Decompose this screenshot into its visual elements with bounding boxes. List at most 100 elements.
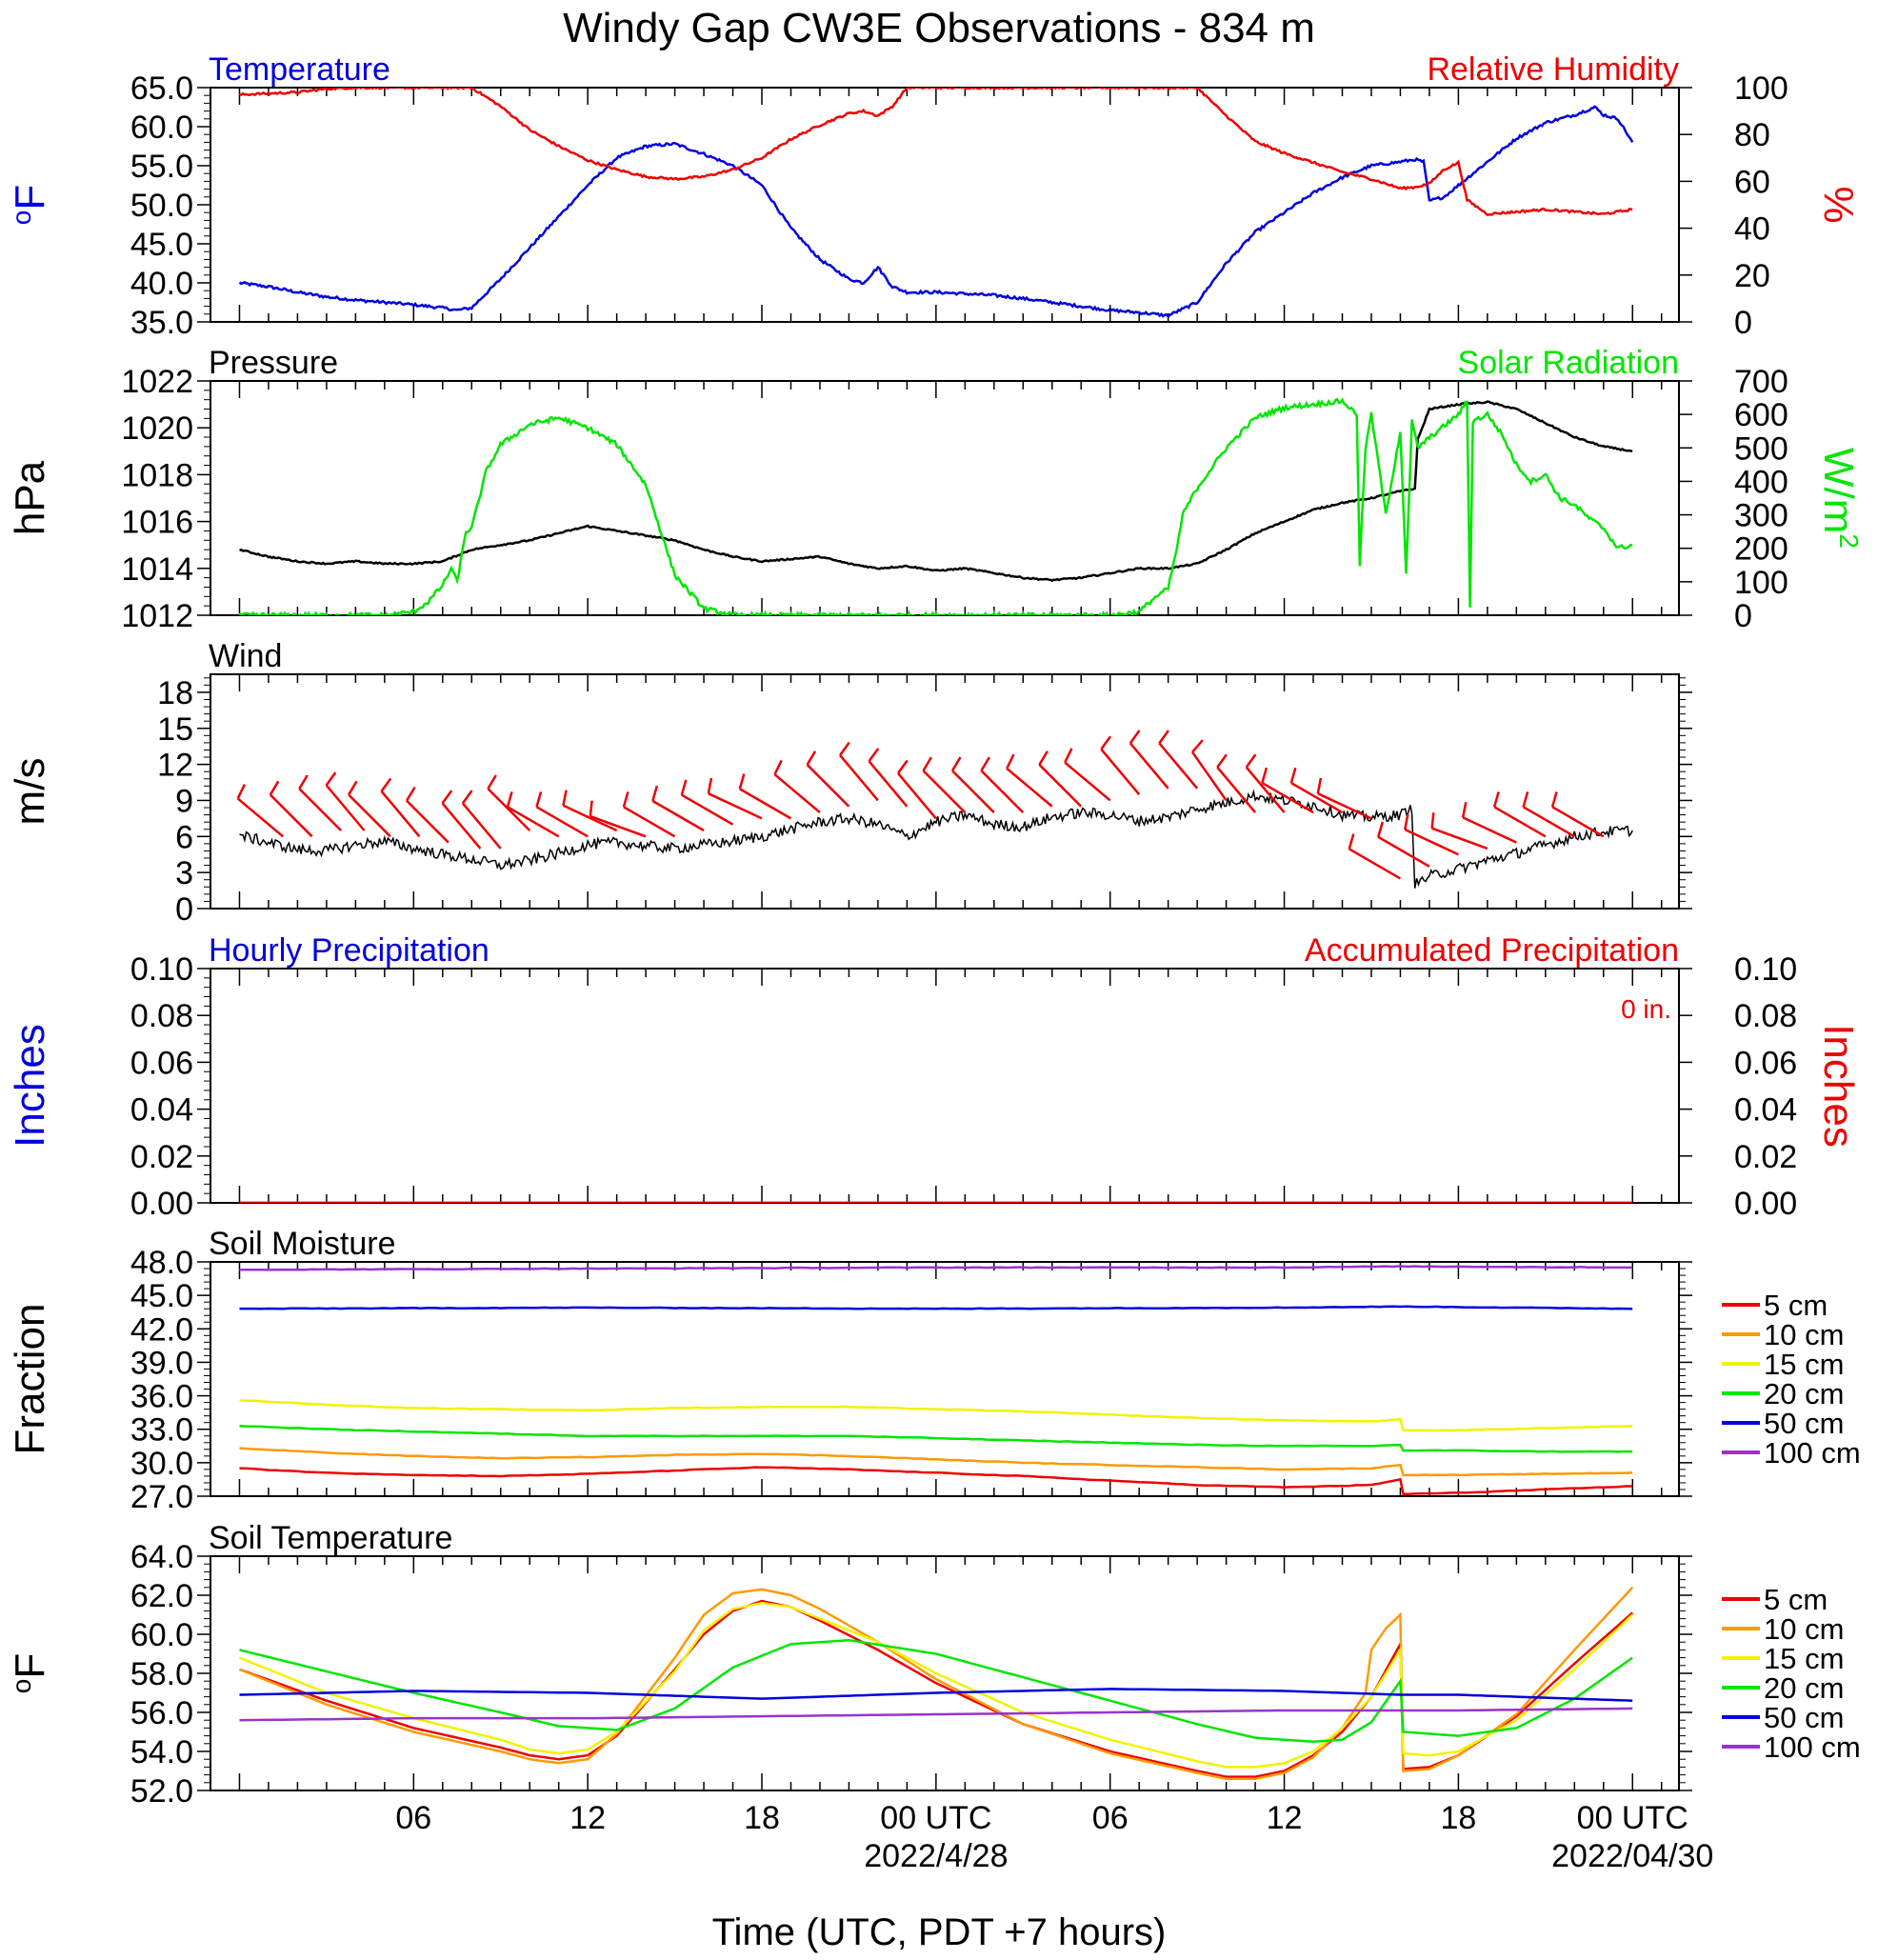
wind-barb-staff: [806, 764, 850, 808]
y-tick-label: 62.0: [130, 1578, 193, 1614]
y-right-tick-label: 0.10: [1734, 951, 1797, 988]
panels-group: 35.040.045.050.055.060.065.0020406080100…: [7, 51, 1864, 1874]
panel-title-left: Hourly Precipitation: [209, 932, 489, 969]
y-tick-label: 1022: [121, 364, 193, 400]
wind-barb-flag: [896, 759, 909, 774]
legend-label: 100 cm: [1764, 1730, 1861, 1764]
wind-barb-staff: [441, 802, 482, 850]
y-right-tick-label: 100: [1734, 565, 1788, 601]
wind-barb-flag: [980, 756, 990, 771]
wind-barb-staff: [325, 784, 366, 831]
wind-barb-flag: [1316, 777, 1323, 794]
y-tick-label: 45.0: [130, 1278, 193, 1314]
y-tick-label: 0.08: [130, 998, 193, 1034]
y-tick-label: 58.0: [130, 1656, 193, 1692]
wind-barb-flag: [325, 771, 337, 787]
y-tick-label: 0: [175, 891, 193, 928]
wind-barb-staff: [507, 806, 560, 838]
wind-barb-flag: [950, 756, 962, 771]
y-right-axis-label-unit: W/m: [1815, 448, 1862, 533]
series-line-soil_moisture-3: [239, 1424, 1633, 1453]
wind-barb-flag: [1216, 753, 1228, 769]
series-group: [239, 1265, 1633, 1496]
y-tick-label: 36.0: [130, 1379, 193, 1415]
x-tick-label: 18: [744, 1800, 780, 1836]
wind-barb-flag: [405, 786, 416, 802]
y-tick-label: 52.0: [130, 1773, 193, 1810]
wind-barb-staff: [1377, 835, 1430, 868]
y-tick-label: 0.06: [130, 1045, 193, 1081]
y-tick-label: 1014: [121, 551, 193, 588]
series-line-soil_temperature-2: [239, 1601, 1634, 1769]
wind-barb-flag: [1430, 812, 1435, 829]
wind-barb-flag: [562, 790, 568, 807]
x-tick-label: 00 UTC: [880, 1800, 991, 1836]
wind-barb-flag: [839, 741, 850, 756]
y-tick-label: 54.0: [130, 1734, 193, 1770]
y-axis-label: m/s: [7, 758, 53, 826]
legend-label: 20 cm: [1764, 1377, 1844, 1410]
y-tick-label: 60.0: [130, 110, 193, 146]
y-tick-label: 30.0: [130, 1446, 193, 1482]
y-tick-label: 55.0: [130, 149, 193, 185]
panel-temp_rh: 35.040.045.050.055.060.065.0 0 20 40 60 80 100…: [7, 51, 1862, 341]
wind-barb-flag: [1064, 748, 1073, 764]
y-right-tick-label: 400: [1734, 464, 1788, 500]
wind-barb-staff: [298, 788, 343, 831]
wind-barb-flag: [1158, 730, 1169, 745]
wind-barb-flag: [651, 785, 659, 802]
y-axis-label: oF: [7, 185, 53, 225]
legend-label: 50 cm: [1764, 1701, 1844, 1734]
wind-barb-staff: [1100, 748, 1141, 795]
y-tick-label: 39.0: [130, 1345, 193, 1381]
x-tick-label: 06: [1092, 1800, 1129, 1836]
wind-barb-flag: [922, 756, 933, 771]
series-line-soil_temperature-3: [239, 1638, 1633, 1744]
y-tick-label: 0.02: [130, 1139, 193, 1175]
series-line-temp_rh-1: [238, 88, 1633, 217]
plot-frame: [210, 673, 1680, 910]
wind-barb-flag: [1261, 767, 1269, 784]
panel-title-right: Relative Humidity: [1427, 51, 1679, 88]
x-tick-date-label: 2022/4/28: [864, 1838, 1008, 1874]
wind-barb-flag: [1403, 813, 1409, 830]
panel-title-left: Temperature: [209, 51, 390, 88]
y-axis-label: Inches: [7, 1024, 53, 1148]
series-line-pressure_solar-1: [238, 397, 1633, 615]
wind-barb-staff: [1404, 828, 1459, 856]
wind-barb-flag: [1522, 791, 1529, 808]
series-line-soil_temperature-4: [239, 1688, 1633, 1702]
y-right-tick-label: 0.02: [1734, 1139, 1797, 1175]
wind-barb-staff: [922, 770, 967, 813]
series-line-soil_moisture-0: [239, 1466, 1633, 1496]
wind-barb-staff: [1462, 816, 1517, 844]
y-right-tick-label: 0: [1734, 598, 1752, 634]
y-right-tick-label: 0: [1734, 305, 1752, 341]
plot-frame: [210, 1261, 1680, 1497]
wind-barb-flag: [1348, 833, 1355, 850]
wind-barb-flag: [487, 774, 497, 790]
wind-barb-staff: [980, 770, 1025, 813]
wind-barb-flag: [535, 791, 543, 808]
wind-barb-flag: [1129, 730, 1141, 745]
y-tick-label: 64.0: [130, 1539, 193, 1575]
series-group: [238, 397, 1633, 615]
series-line-temp_rh-0: [238, 105, 1634, 319]
y-right-tick-label: 20: [1734, 258, 1770, 294]
y-tick-label: 12: [157, 748, 193, 784]
y-tick-label: 42.0: [130, 1311, 193, 1348]
wind-barb-staff: [589, 814, 647, 838]
wind-barb-staff: [951, 770, 995, 813]
legend-label: 50 cm: [1764, 1407, 1844, 1440]
wind-barb-staff: [1129, 742, 1169, 790]
wind-barb-flag: [1245, 753, 1257, 769]
series-line-soil_temperature-0: [239, 1599, 1634, 1778]
series-line-wind-0: [239, 789, 1633, 889]
y-right-axis-label-exponent: 2: [1834, 533, 1864, 549]
plot-frame: [210, 87, 1680, 323]
y-right-tick-label: 60: [1734, 164, 1770, 200]
x-tick-label: 12: [569, 1800, 606, 1836]
panel-precip: 0.00 0.02 0.04 0.06 0.08 0.10 0.00 0.02 0.04 0.06…: [7, 932, 1862, 1222]
y-tick-label: 56.0: [130, 1695, 193, 1731]
